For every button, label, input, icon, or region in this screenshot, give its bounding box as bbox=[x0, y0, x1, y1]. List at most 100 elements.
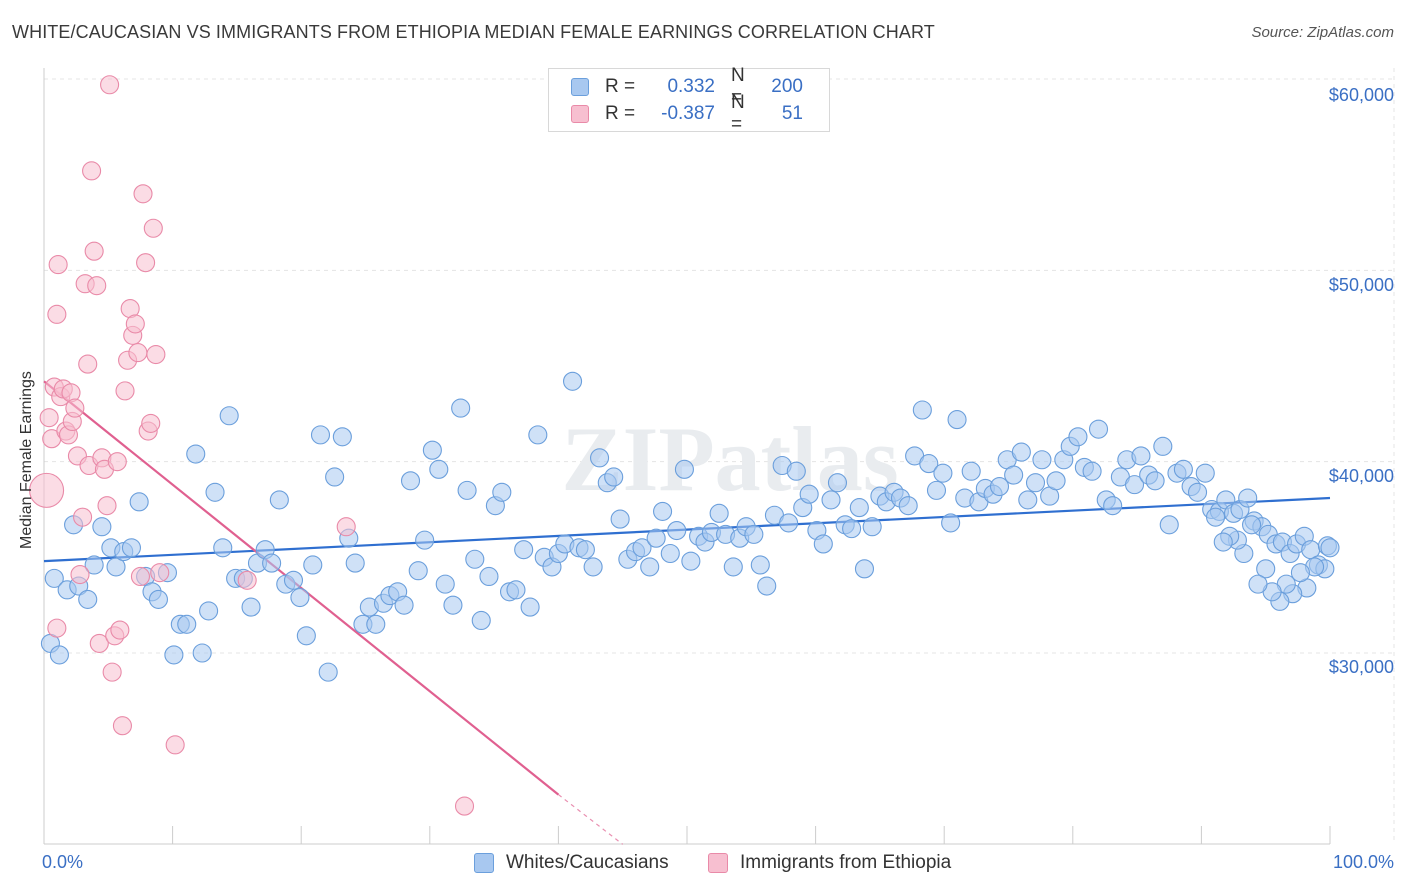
data-point-ethiopia bbox=[133, 184, 153, 204]
data-point-whites bbox=[821, 490, 841, 510]
data-point-whites bbox=[1248, 574, 1268, 594]
data-point-whites bbox=[1242, 515, 1262, 535]
data-point-whites bbox=[562, 371, 583, 391]
data-point-whites bbox=[919, 454, 939, 474]
bottom-legend-label-ethiopia: Immigrants from Ethiopia bbox=[740, 852, 952, 873]
data-point-whites bbox=[310, 425, 331, 445]
data-point-ethiopia bbox=[130, 566, 150, 587]
data-point-whites bbox=[205, 482, 225, 502]
data-point-ethiopia bbox=[125, 314, 145, 334]
y-tick-60000: $60,000 bbox=[1328, 85, 1394, 105]
data-point-whites bbox=[435, 574, 455, 594]
legend-r-label: R = bbox=[605, 76, 636, 97]
x-axis-max-label: 100.0% bbox=[1332, 852, 1394, 872]
legend-row-ethiopia: R = -0.387 N = 51 bbox=[571, 92, 803, 135]
data-point-whites bbox=[667, 520, 687, 541]
data-point-whites bbox=[492, 482, 512, 502]
data-point-whites bbox=[898, 496, 918, 516]
data-point-whites bbox=[1205, 507, 1226, 527]
data-point-ethiopia bbox=[237, 570, 257, 590]
data-point-ethiopia bbox=[454, 796, 475, 816]
data-point-whites bbox=[827, 473, 848, 493]
data-point-whites bbox=[148, 589, 169, 609]
data-point-whites bbox=[92, 517, 112, 537]
bottom-legend-swatch-whites bbox=[474, 853, 494, 873]
data-point-ethiopia bbox=[82, 161, 102, 181]
data-point-ethiopia bbox=[136, 253, 156, 273]
data-point-whites bbox=[528, 425, 548, 445]
data-point-whites bbox=[786, 461, 806, 481]
data-point-whites bbox=[465, 549, 485, 569]
data-point-ethiopia bbox=[102, 662, 122, 682]
data-point-whites bbox=[520, 597, 540, 617]
data-point-whites bbox=[757, 576, 777, 596]
data-point-whites bbox=[610, 509, 630, 529]
legend-n-label: N = bbox=[731, 65, 745, 108]
data-point-whites bbox=[429, 459, 449, 479]
data-point-whites bbox=[262, 553, 282, 573]
legend-r-value: 0.332 bbox=[667, 76, 715, 97]
data-point-whites bbox=[318, 662, 338, 682]
data-point-ethiopia bbox=[110, 620, 130, 640]
data-point-whites bbox=[394, 595, 414, 615]
data-point-whites bbox=[269, 490, 289, 510]
data-point-ethiopia bbox=[87, 276, 107, 296]
data-point-whites bbox=[366, 614, 386, 634]
data-point-whites bbox=[1131, 446, 1151, 466]
data-point-whites bbox=[471, 610, 491, 631]
data-point-whites bbox=[1187, 482, 1208, 502]
data-point-whites bbox=[213, 538, 233, 558]
data-point-whites bbox=[49, 645, 69, 665]
data-point-whites bbox=[1238, 488, 1258, 508]
bottom-legend-whites: Whites/Caucasians bbox=[474, 852, 669, 874]
data-point-whites bbox=[842, 519, 862, 539]
data-point-whites bbox=[44, 568, 64, 588]
data-point-whites bbox=[653, 501, 673, 521]
data-point-whites bbox=[192, 643, 212, 663]
data-point-whites bbox=[813, 534, 833, 554]
data-point-ethiopia bbox=[128, 343, 148, 363]
data-point-ethiopia bbox=[150, 563, 170, 583]
data-point-ethiopia bbox=[73, 507, 93, 527]
data-point-whites bbox=[106, 557, 126, 577]
correlation-legend: R = 0.332 N = 200 R = -0.387 N = 51 bbox=[548, 65, 830, 135]
data-point-whites bbox=[1046, 471, 1066, 491]
legend-n-value: 200 bbox=[771, 76, 803, 97]
legend-row-whites: R = 0.332 N = 200 bbox=[571, 65, 803, 108]
data-point-ethiopia bbox=[78, 354, 98, 374]
data-point-whites bbox=[1153, 436, 1173, 456]
data-point-whites bbox=[1159, 515, 1179, 535]
data-point-whites bbox=[849, 498, 869, 518]
data-point-whites bbox=[912, 400, 932, 420]
data-point-whites bbox=[1068, 427, 1088, 447]
data-point-whites bbox=[1004, 465, 1024, 485]
x-axis-min-label: 0.0% bbox=[42, 852, 84, 872]
y-tick-40000: $40,000 bbox=[1328, 466, 1394, 486]
data-point-whites bbox=[1145, 471, 1165, 491]
data-point-ethiopia bbox=[89, 633, 109, 653]
chart-title: WHITE/CAUCASIAN VS IMMIGRANTS FROM ETHIO… bbox=[12, 22, 935, 42]
data-point-whites bbox=[451, 398, 471, 418]
data-point-ethiopia bbox=[112, 716, 132, 736]
series-whites-points bbox=[40, 371, 1340, 682]
legend-r-label: R = bbox=[605, 103, 636, 124]
data-point-whites bbox=[506, 580, 526, 600]
data-point-whites bbox=[1018, 490, 1038, 510]
data-point-ethiopia bbox=[47, 304, 67, 324]
data-point-whites bbox=[1213, 532, 1233, 552]
legend-n-value: 51 bbox=[781, 103, 803, 124]
data-point-ethiopia bbox=[115, 381, 135, 401]
data-point-whites bbox=[926, 480, 947, 500]
data-point-whites bbox=[177, 614, 197, 634]
legend-n-label: N = bbox=[731, 92, 745, 135]
data-point-whites bbox=[744, 524, 764, 544]
data-point-ethiopia bbox=[97, 496, 117, 516]
data-point-ethiopia bbox=[47, 618, 67, 638]
y-tick-50000: $50,000 bbox=[1328, 275, 1394, 295]
data-point-whites bbox=[199, 601, 219, 621]
data-point-whites bbox=[296, 626, 316, 646]
data-point-whites bbox=[241, 597, 261, 617]
data-point-whites bbox=[799, 484, 819, 504]
data-point-ethiopia bbox=[141, 413, 161, 433]
